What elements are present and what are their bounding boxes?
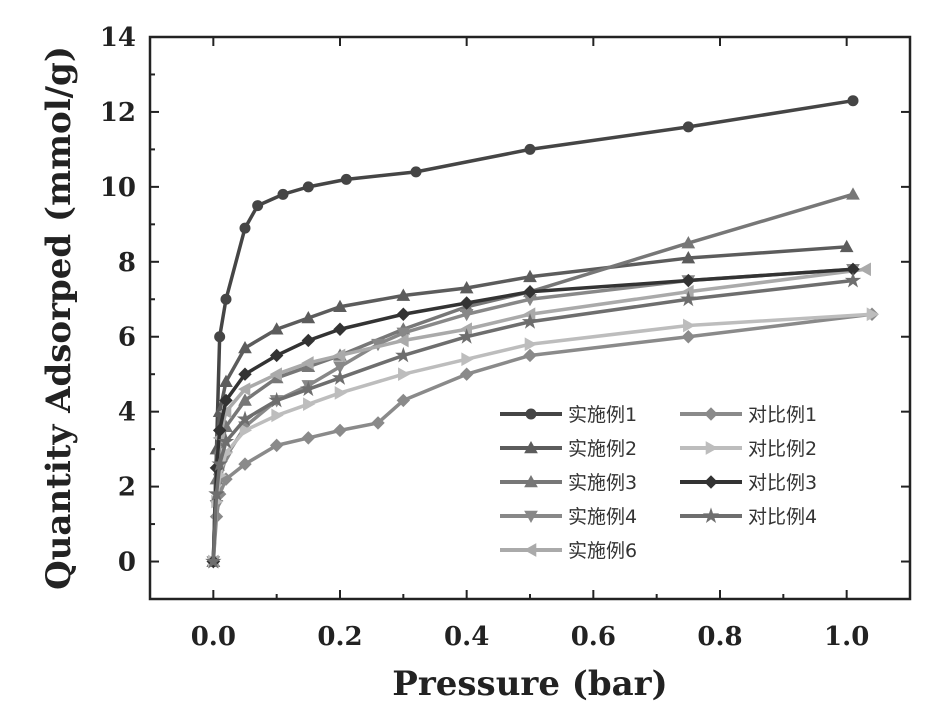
data-point (397, 348, 410, 361)
legend-marker (526, 409, 536, 419)
legend-label: 对比例4 (748, 506, 817, 528)
legend-label: 实施例2 (568, 438, 637, 460)
legend-item: 对比例3 (680, 472, 817, 494)
data-point (341, 174, 351, 184)
data-point (333, 371, 346, 384)
legend: 实施例1 实施例2 实施例3 实施例4 实施例6 对比例1 对比例2 对比例3 对比例4 (500, 404, 817, 562)
data-point (525, 338, 536, 350)
y-tick-label: 8 (118, 248, 136, 278)
data-point (302, 334, 314, 346)
data-point (525, 144, 535, 154)
x-tick-label: 0.8 (697, 622, 742, 652)
x-tick-label: 1.0 (824, 622, 869, 652)
y-tick-label: 14 (100, 23, 136, 53)
legend-item: 实施例3 (500, 472, 637, 494)
data-point (684, 319, 695, 331)
data-point (303, 182, 313, 192)
y-tick-label: 6 (118, 323, 136, 353)
legend-marker (704, 509, 717, 522)
legend-item: 实施例2 (500, 438, 637, 460)
legend-item: 对比例4 (680, 506, 817, 528)
data-point (221, 294, 231, 304)
data-point (272, 409, 283, 421)
data-point (860, 263, 871, 275)
legend-label: 实施例4 (568, 506, 637, 528)
x-tick-label: 0.0 (191, 622, 236, 652)
y-tick-label: 0 (118, 548, 136, 578)
legend-item: 对比例2 (680, 438, 817, 460)
legend-item: 实施例4 (500, 506, 637, 528)
x-tick-label: 0.4 (444, 622, 489, 652)
legend-marker (706, 442, 717, 454)
data-point (335, 387, 346, 399)
x-axis-title: Pressure (bar) (392, 664, 667, 704)
data-point (215, 332, 225, 342)
y-tick-label: 12 (100, 98, 136, 128)
adsorption-chart: 0.00.20.40.60.81.002468101214 实施例1实施例2实施… (0, 0, 933, 718)
y-axis-title: Quantity Adsorped (mmol/g) (39, 46, 79, 590)
y-tick-label: 10 (100, 173, 136, 203)
data-point (683, 122, 693, 132)
x-tick-label: 0.6 (571, 622, 616, 652)
data-point (302, 432, 314, 444)
x-tick-label: 0.2 (317, 622, 362, 652)
y-tick-label: 4 (118, 398, 136, 428)
data-point (846, 274, 859, 287)
legend-marker (705, 476, 717, 488)
data-point (397, 308, 409, 320)
data-point (848, 96, 858, 106)
legend-label: 对比例2 (748, 438, 817, 460)
series-1 (208, 96, 858, 567)
data-point (682, 331, 694, 343)
data-point (240, 223, 250, 233)
legend-label: 对比例1 (748, 404, 817, 426)
data-point (334, 424, 346, 436)
data-point (399, 368, 410, 380)
data-point (304, 398, 315, 410)
legend-label: 实施例1 (568, 404, 637, 426)
legend-marker (705, 408, 717, 420)
data-point (847, 188, 859, 199)
legend-label: 对比例3 (748, 472, 817, 494)
data-point (278, 189, 288, 199)
y-tick-label: 2 (118, 473, 136, 503)
series-layer (207, 96, 878, 568)
legend-item: 对比例1 (680, 404, 817, 426)
legend-item: 实施例1 (500, 404, 637, 426)
legend-label: 实施例3 (568, 472, 637, 494)
data-point (334, 323, 346, 335)
legend-marker (525, 544, 536, 556)
data-point (524, 349, 536, 361)
data-point (411, 167, 421, 177)
data-point (461, 368, 473, 380)
data-point (462, 353, 473, 365)
data-point (253, 201, 263, 211)
legend-item: 实施例6 (500, 540, 637, 562)
legend-label: 实施例6 (568, 540, 637, 562)
